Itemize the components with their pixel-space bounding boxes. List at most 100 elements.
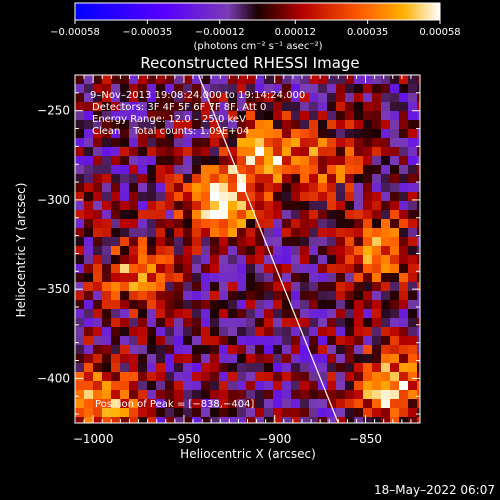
heatmap-cell bbox=[174, 372, 184, 382]
heatmap-cell bbox=[354, 120, 364, 130]
heatmap-cell bbox=[75, 246, 85, 256]
heatmap-cell bbox=[75, 237, 85, 247]
heatmap-cell bbox=[165, 372, 175, 382]
heatmap-cell bbox=[237, 201, 247, 211]
heatmap-cell bbox=[390, 147, 400, 157]
heatmap-cell bbox=[363, 228, 373, 238]
heatmap-cell bbox=[363, 372, 373, 382]
heatmap-cell bbox=[228, 93, 238, 103]
heatmap-cell bbox=[75, 120, 85, 130]
heatmap-cell bbox=[237, 183, 247, 193]
x-tick-label: −900 bbox=[258, 432, 291, 446]
heatmap-cell bbox=[192, 129, 202, 139]
heatmap-cell bbox=[237, 237, 247, 247]
heatmap-cell bbox=[120, 192, 130, 202]
heatmap-cell bbox=[84, 201, 94, 211]
heatmap-cell bbox=[174, 228, 184, 238]
heatmap-cell bbox=[399, 354, 409, 364]
heatmap-cell bbox=[174, 381, 184, 391]
heatmap-cell bbox=[399, 228, 409, 238]
heatmap-cell bbox=[138, 399, 148, 409]
heatmap-cell bbox=[300, 399, 310, 409]
heatmap-cell bbox=[93, 201, 103, 211]
heatmap-cell bbox=[309, 327, 319, 337]
heatmap-cell bbox=[102, 201, 112, 211]
heatmap-cell bbox=[147, 246, 157, 256]
heatmap-cell bbox=[120, 273, 130, 283]
heatmap-cell bbox=[399, 156, 409, 166]
heatmap-cell bbox=[381, 300, 391, 310]
heatmap-cell bbox=[273, 129, 283, 139]
heatmap-cell bbox=[309, 291, 319, 301]
heatmap-cell bbox=[264, 255, 274, 265]
heatmap-cell bbox=[156, 291, 166, 301]
heatmap-cell bbox=[372, 381, 382, 391]
heatmap-cell bbox=[255, 147, 265, 157]
heatmap-cell bbox=[228, 309, 238, 319]
heatmap-cell bbox=[399, 192, 409, 202]
heatmap-cell bbox=[237, 129, 247, 139]
heatmap-cell bbox=[147, 138, 157, 148]
heatmap-cell bbox=[291, 156, 301, 166]
heatmap-cell bbox=[102, 165, 112, 175]
heatmap-cell bbox=[84, 156, 94, 166]
heatmap-cell bbox=[147, 327, 157, 337]
heatmap-cell bbox=[183, 75, 193, 85]
heatmap-cell bbox=[273, 111, 283, 121]
heatmap-cell bbox=[408, 309, 418, 319]
heatmap-cell bbox=[210, 291, 220, 301]
heatmap-cell bbox=[84, 264, 94, 274]
heatmap-cell bbox=[372, 75, 382, 85]
heatmap-cell bbox=[228, 75, 238, 85]
heatmap-cell bbox=[228, 327, 238, 337]
heatmap-cell bbox=[273, 192, 283, 202]
heatmap-cell bbox=[111, 255, 121, 265]
heatmap-cell bbox=[399, 210, 409, 220]
heatmap-cell bbox=[273, 84, 283, 94]
heatmap-cell bbox=[255, 228, 265, 238]
heatmap-cell bbox=[417, 201, 420, 211]
heatmap-cell bbox=[156, 354, 166, 364]
heatmap-cell bbox=[75, 327, 85, 337]
heatmap-cell bbox=[345, 111, 355, 121]
heatmap-cell bbox=[363, 264, 373, 274]
heatmap-cell bbox=[408, 327, 418, 337]
heatmap-cell bbox=[237, 219, 247, 229]
heatmap-cell bbox=[327, 282, 337, 292]
heatmap-cell bbox=[210, 165, 220, 175]
heatmap-cell bbox=[372, 129, 382, 139]
heatmap-cell bbox=[102, 129, 112, 139]
heatmap-cell bbox=[327, 372, 337, 382]
heatmap-cell bbox=[210, 228, 220, 238]
heatmap-cell bbox=[228, 399, 238, 409]
heatmap-cell bbox=[111, 336, 121, 346]
heatmap-cell bbox=[381, 354, 391, 364]
heatmap-cell bbox=[102, 363, 112, 373]
heatmap-cell bbox=[408, 354, 418, 364]
heatmap-cell bbox=[390, 237, 400, 247]
heatmap-cell bbox=[210, 192, 220, 202]
heatmap-cell bbox=[381, 255, 391, 265]
heatmap-cell bbox=[174, 102, 184, 112]
heatmap-cell bbox=[156, 147, 166, 157]
heatmap-cell bbox=[138, 318, 148, 328]
heatmap-cell bbox=[192, 138, 202, 148]
heatmap-cell bbox=[336, 300, 346, 310]
heatmap-cell bbox=[156, 138, 166, 148]
heatmap-cell bbox=[399, 111, 409, 121]
heatmap-cell bbox=[255, 192, 265, 202]
heatmap-cell bbox=[120, 336, 130, 346]
heatmap-cell bbox=[291, 246, 301, 256]
heatmap-cell bbox=[291, 84, 301, 94]
heatmap-cell bbox=[336, 354, 346, 364]
heatmap-cell bbox=[120, 228, 130, 238]
heatmap-cell bbox=[237, 246, 247, 256]
heatmap-cell bbox=[237, 282, 247, 292]
heatmap-cell bbox=[300, 381, 310, 391]
heatmap-cell bbox=[165, 237, 175, 247]
heatmap-cell bbox=[210, 147, 220, 157]
heatmap-cell bbox=[264, 417, 274, 423]
heatmap-cell bbox=[183, 201, 193, 211]
heatmap-cell bbox=[165, 264, 175, 274]
heatmap-cell bbox=[282, 390, 292, 400]
